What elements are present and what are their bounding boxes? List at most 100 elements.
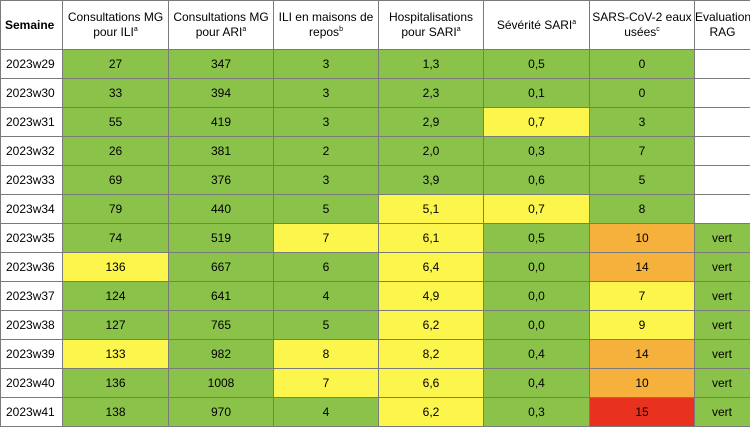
value-cell: 0,0: [483, 310, 590, 340]
value-cell: 970: [168, 397, 274, 427]
value-cell: 376: [168, 165, 274, 195]
value-cell: 394: [168, 78, 274, 108]
value-cell: 14: [589, 339, 695, 369]
value-cell: 440: [168, 194, 274, 224]
header-cell-severite-sari: Sévérité SARIa: [483, 0, 590, 50]
value-cell: 5: [273, 194, 379, 224]
value-cell: 79: [62, 194, 169, 224]
value-cell: 15: [589, 397, 695, 427]
table-row: 2023w32 26 381 2 2,0 0,3 7: [0, 136, 750, 166]
value-cell: 127: [62, 310, 169, 340]
value-cell: 6,2: [378, 397, 484, 427]
value-cell: 14: [589, 252, 695, 282]
table-row: 2023w30 33 394 3 2,3 0,1 0: [0, 78, 750, 108]
value-cell: 0,5: [483, 49, 590, 79]
value-cell: 2,3: [378, 78, 484, 108]
week-cell: 2023w34: [0, 194, 63, 224]
header-cell-consultations-ari: Consultations MG pour ARIa: [168, 0, 274, 50]
header-cell-ili-maisons-repos: ILI en maisons de reposb: [273, 0, 379, 50]
value-cell: 5: [589, 165, 695, 195]
week-cell: 2023w29: [0, 49, 63, 79]
rag-cell: [694, 136, 750, 166]
value-cell: 3: [273, 49, 379, 79]
value-cell: 0,4: [483, 339, 590, 369]
table-row: 2023w40 136 1008 7 6,6 0,4 10 vert: [0, 368, 750, 398]
value-cell: 7: [589, 136, 695, 166]
value-cell: 0,1: [483, 78, 590, 108]
value-cell: 133: [62, 339, 169, 369]
value-cell: 1008: [168, 368, 274, 398]
header-cell-hospitalisations-sari: Hospitalisations pour SARIa: [378, 0, 484, 50]
value-cell: 0,3: [483, 136, 590, 166]
value-cell: 7: [273, 223, 379, 253]
value-cell: 8: [589, 194, 695, 224]
table-body: 2023w29 27 347 3 1,3 0,5 0 2023w30 33 394 3 2,3 0,1 0…: [0, 49, 750, 427]
week-cell: 2023w36: [0, 252, 63, 282]
value-cell: 2: [273, 136, 379, 166]
value-cell: 381: [168, 136, 274, 166]
value-cell: 667: [168, 252, 274, 282]
value-cell: 9: [589, 310, 695, 340]
header-cell-evaluation-rag: Evaluation RAG: [694, 0, 750, 50]
value-cell: 10: [589, 223, 695, 253]
table-row: 2023w29 27 347 3 1,3 0,5 0: [0, 49, 750, 79]
table-row: 2023w31 55 419 3 2,9 0,7 3: [0, 107, 750, 137]
header-cell-consultations-ili: Consultations MG pour ILIa: [62, 0, 169, 50]
value-cell: 4: [273, 397, 379, 427]
rag-cell: vert: [694, 252, 750, 282]
value-cell: 0,0: [483, 281, 590, 311]
value-cell: 6: [273, 252, 379, 282]
value-cell: 2,0: [378, 136, 484, 166]
value-cell: 138: [62, 397, 169, 427]
value-cell: 0,3: [483, 397, 590, 427]
value-cell: 0,6: [483, 165, 590, 195]
table-row: 2023w35 74 519 7 6,1 0,5 10 vert: [0, 223, 750, 253]
header-row: Semaine Consultations MG pour ILIa Consu…: [0, 0, 750, 50]
table-header: Semaine Consultations MG pour ILIa Consu…: [0, 0, 750, 50]
value-cell: 0: [589, 49, 695, 79]
rag-cell: vert: [694, 310, 750, 340]
week-cell: 2023w35: [0, 223, 63, 253]
value-cell: 7: [589, 281, 695, 311]
header-cell-sars-cov-2-eaux-usees: SARS-CoV-2 eaux uséesc: [589, 0, 695, 50]
week-cell: 2023w32: [0, 136, 63, 166]
value-cell: 69: [62, 165, 169, 195]
table-row: 2023w37 124 641 4 4,9 0,0 7 vert: [0, 281, 750, 311]
table-row: 2023w34 79 440 5 5,1 0,7 8: [0, 194, 750, 224]
table-row: 2023w41 138 970 4 6,2 0,3 15 vert: [0, 397, 750, 427]
table-row: 2023w36 136 667 6 6,4 0,0 14 vert: [0, 252, 750, 282]
value-cell: 4: [273, 281, 379, 311]
value-cell: 1,3: [378, 49, 484, 79]
value-cell: 74: [62, 223, 169, 253]
value-cell: 6,2: [378, 310, 484, 340]
rag-cell: [694, 165, 750, 195]
value-cell: 6,4: [378, 252, 484, 282]
value-cell: 4,9: [378, 281, 484, 311]
value-cell: 765: [168, 310, 274, 340]
rag-cell: vert: [694, 339, 750, 369]
value-cell: 26: [62, 136, 169, 166]
value-cell: 0,7: [483, 107, 590, 137]
week-cell: 2023w40: [0, 368, 63, 398]
value-cell: 55: [62, 107, 169, 137]
value-cell: 8: [273, 339, 379, 369]
rag-cell: vert: [694, 397, 750, 427]
value-cell: 136: [62, 252, 169, 282]
value-cell: 5: [273, 310, 379, 340]
value-cell: 0,5: [483, 223, 590, 253]
value-cell: 982: [168, 339, 274, 369]
value-cell: 7: [273, 368, 379, 398]
value-cell: 0,4: [483, 368, 590, 398]
value-cell: 3: [273, 78, 379, 108]
value-cell: 10: [589, 368, 695, 398]
value-cell: 419: [168, 107, 274, 137]
header-cell-semaine: Semaine: [0, 0, 63, 50]
value-cell: 0: [589, 78, 695, 108]
rag-cell: [694, 194, 750, 224]
value-cell: 5,1: [378, 194, 484, 224]
week-cell: 2023w33: [0, 165, 63, 195]
value-cell: 2,9: [378, 107, 484, 137]
value-cell: 3: [273, 107, 379, 137]
rag-cell: [694, 107, 750, 137]
